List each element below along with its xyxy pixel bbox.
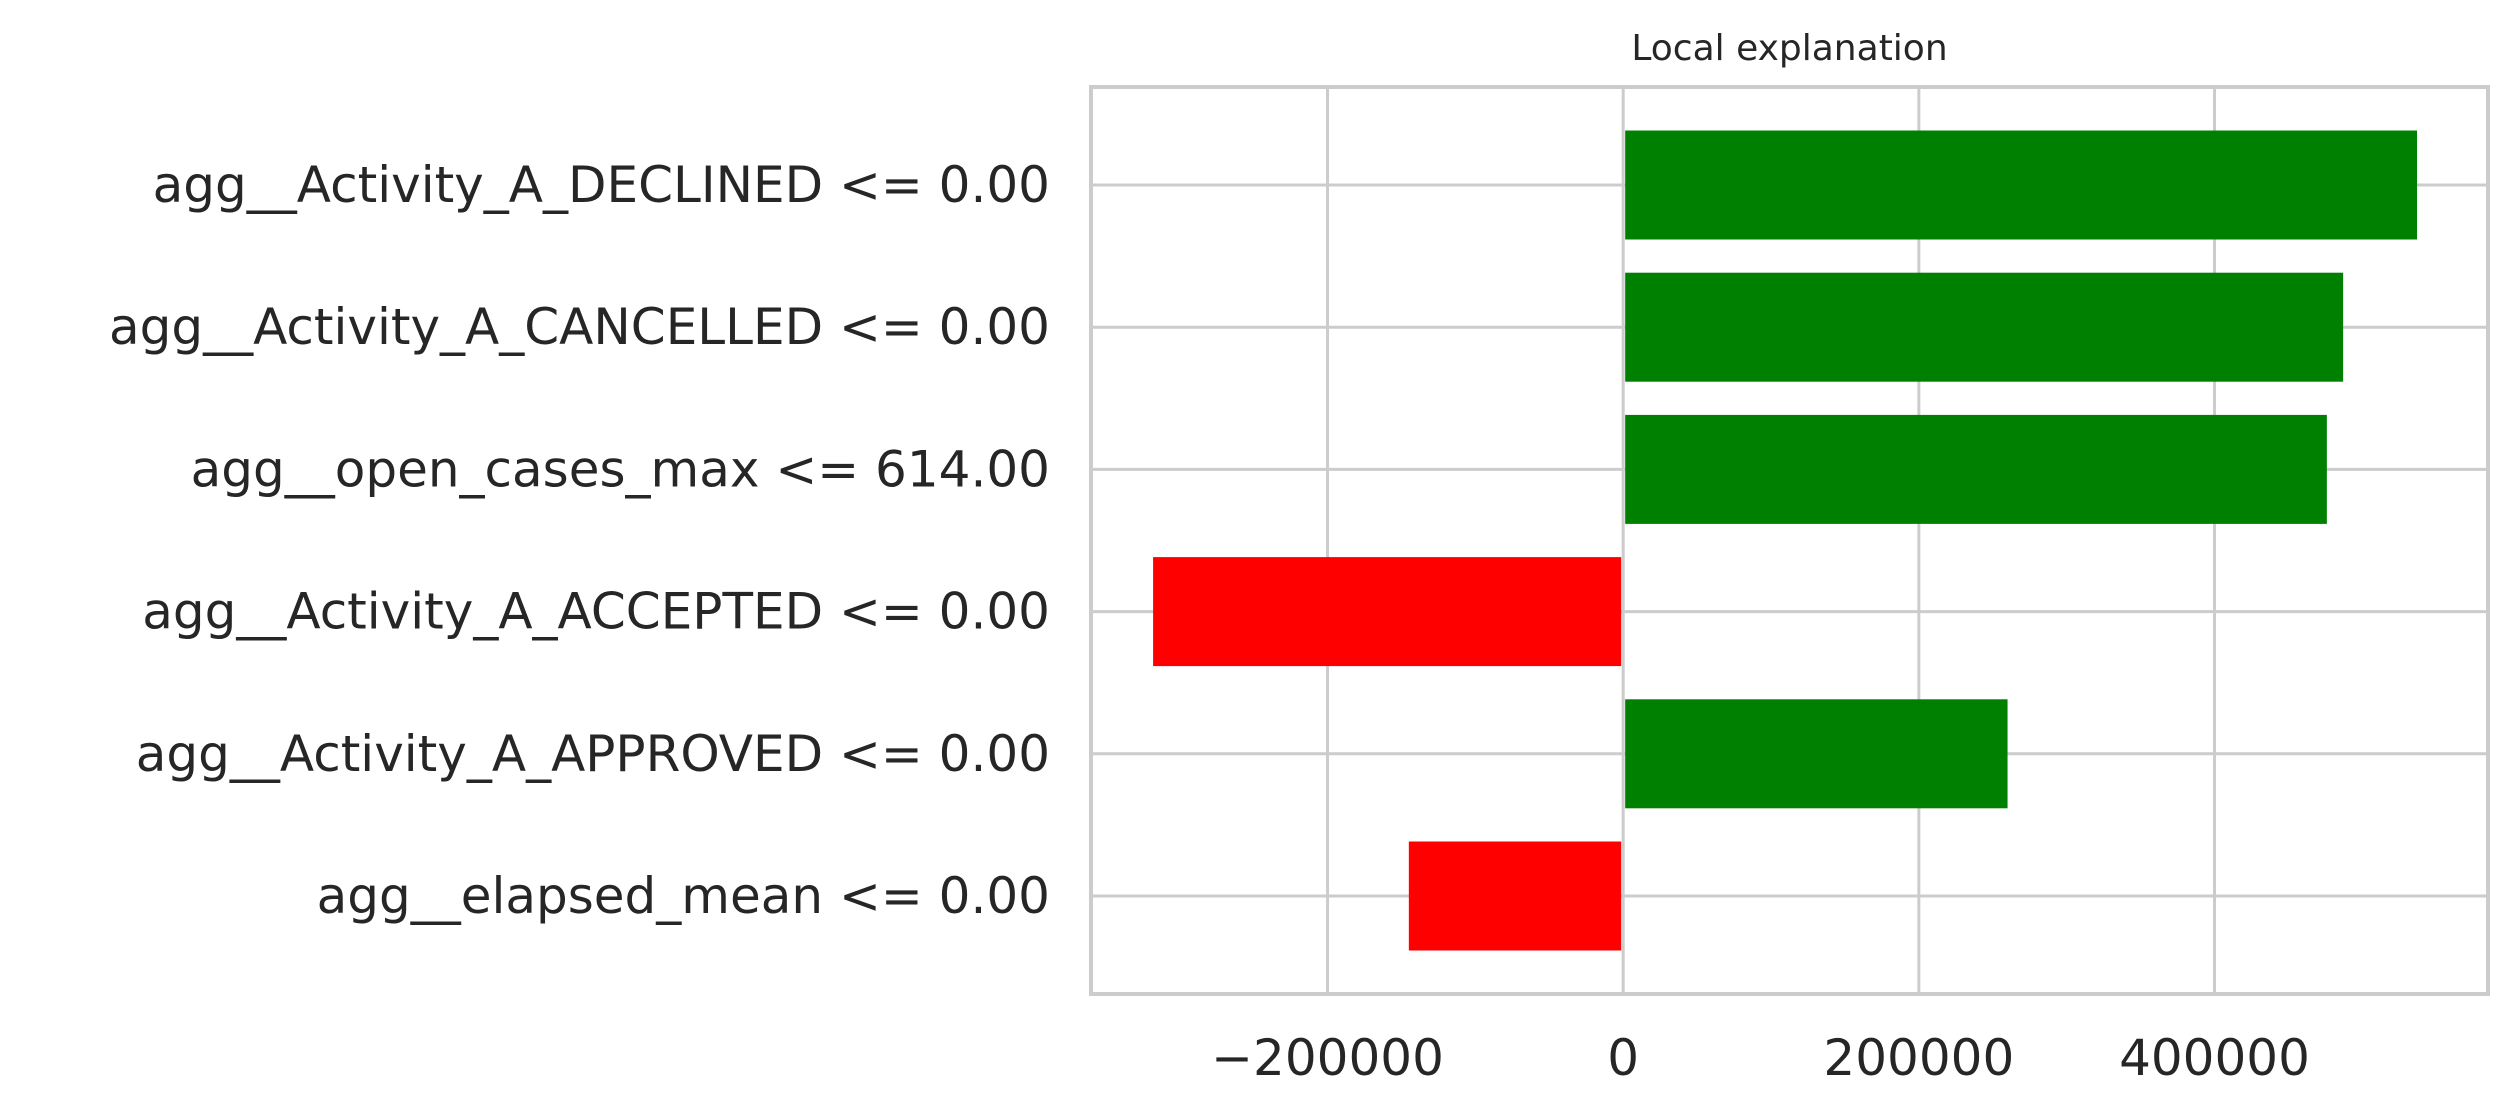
x-tick-label: −200000 <box>1211 1029 1444 1087</box>
bar-positive <box>1625 130 2418 240</box>
y-tick-label: agg__elapsed_mean <= 0.00 <box>317 867 1050 925</box>
bar-negative <box>1153 557 1622 667</box>
x-tick-label: 400000 <box>2119 1029 2310 1087</box>
x-tick-label: 0 <box>1607 1029 1639 1087</box>
y-tick-label: agg__Activity_A_ACCEPTED <= 0.00 <box>142 583 1050 641</box>
bars-layer <box>1153 130 2418 951</box>
y-tick-label: agg__open_cases_max <= 614.00 <box>191 440 1050 498</box>
bar-positive <box>1625 414 2327 524</box>
y-tick-label: agg__Activity_A_CANCELLED <= 0.00 <box>109 298 1050 356</box>
chart-title: Local explanation <box>1631 28 1947 69</box>
y-tick-label: agg__Activity_A_APPROVED <= 0.00 <box>136 725 1050 783</box>
y-tick-label: agg__Activity_A_DECLINED <= 0.00 <box>153 156 1050 214</box>
x-tick-labels: −200000 0 200000 400000 <box>1211 1029 2310 1087</box>
bar-positive <box>1625 272 2344 382</box>
x-tick-label: 200000 <box>1823 1029 2014 1087</box>
plot-frame <box>1089 85 2490 996</box>
bar-negative <box>1408 841 1622 951</box>
bar-positive <box>1625 699 2008 809</box>
y-tick-labels: agg__Activity_A_DECLINED <= 0.00 agg__Act… <box>109 156 1050 925</box>
